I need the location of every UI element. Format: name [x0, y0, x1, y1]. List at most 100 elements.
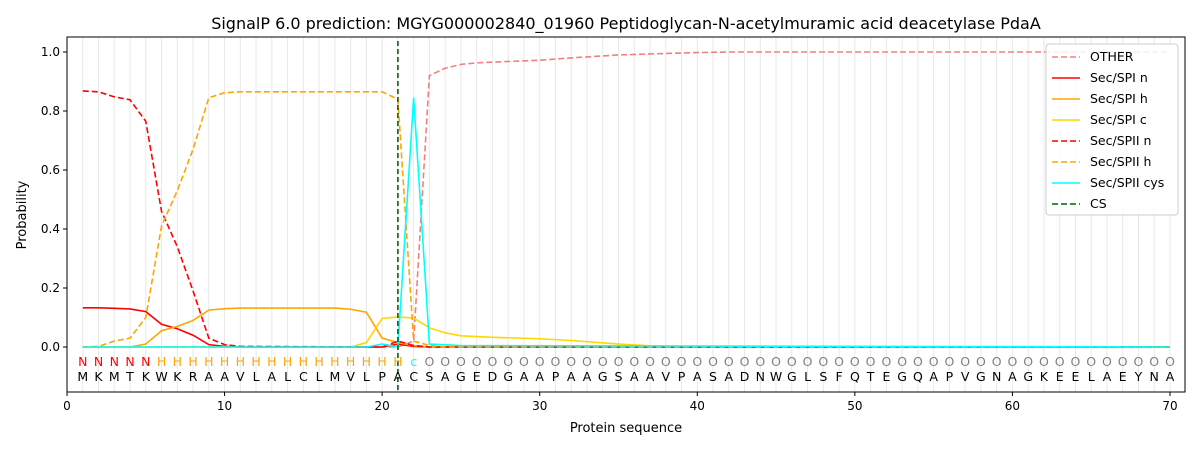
region-label: O — [803, 354, 813, 369]
region-label: O — [598, 354, 608, 369]
region-label: N — [141, 354, 150, 369]
region-label: N — [110, 354, 119, 369]
legend-label: CS — [1090, 196, 1107, 211]
region-label: O — [834, 354, 844, 369]
region-label: O — [944, 354, 954, 369]
region-label: H — [346, 354, 355, 369]
region-label: O — [866, 354, 876, 369]
x-tick-label: 50 — [847, 399, 862, 413]
region-label: c — [410, 354, 417, 369]
series-line-other — [82, 51, 1170, 348]
region-label: O — [472, 354, 482, 369]
x-tick-label: 0 — [63, 399, 71, 413]
region-label: H — [330, 354, 339, 369]
region-label: O — [724, 354, 734, 369]
region-label: O — [976, 354, 986, 369]
region-label: N — [94, 354, 103, 369]
protein-sequence: MKMTKWKRAAVLALCLMVLPACSAGEDGAAPAAGSAAVPA… — [77, 369, 1174, 384]
region-label: H — [299, 354, 308, 369]
region-label: O — [1007, 354, 1017, 369]
region-label: O — [1134, 354, 1144, 369]
region-label: O — [818, 354, 828, 369]
region-label: O — [897, 354, 907, 369]
region-label: O — [551, 354, 561, 369]
y-tick-label: 0.0 — [41, 340, 60, 354]
legend-label: Sec/SPI h — [1090, 91, 1148, 106]
region-label: O — [771, 354, 781, 369]
region-label: O — [456, 354, 466, 369]
region-label: O — [755, 354, 765, 369]
region-label: O — [566, 354, 576, 369]
series-line-sec-spi-c — [82, 316, 1170, 348]
region-label: H — [251, 354, 260, 369]
region-label: O — [1055, 354, 1065, 369]
region-label: O — [960, 354, 970, 369]
x-tick-label: 70 — [1162, 399, 1177, 413]
series-line-sec-spi-h — [82, 307, 1170, 348]
legend: OTHER Sec/SPI n Sec/SPI h Sec/SPI c Sec/SPII… — [1045, 43, 1179, 216]
legend-label: Sec/SPII cys — [1090, 175, 1164, 190]
y-tick-label: 0.4 — [41, 222, 60, 236]
region-label: O — [787, 354, 797, 369]
x-axis-label: Protein sequence — [570, 421, 682, 436]
region-label: O — [535, 354, 545, 369]
region-label: H — [314, 354, 323, 369]
region-label: O — [1149, 354, 1159, 369]
series-line-sec-spii-h — [82, 91, 1170, 348]
region-label: H — [204, 354, 213, 369]
region-label: H — [377, 354, 386, 369]
region-label: H — [157, 354, 166, 369]
legend-label: Sec/SPII n — [1090, 133, 1151, 148]
x-tick-label: 20 — [374, 399, 389, 413]
region-label: O — [629, 354, 639, 369]
y-tick-label: 0.6 — [41, 163, 60, 177]
region-label: O — [661, 354, 671, 369]
x-tick-label: 40 — [690, 399, 705, 413]
x-tick-label: 60 — [1005, 399, 1020, 413]
region-label: O — [740, 354, 750, 369]
region-label: O — [488, 354, 498, 369]
region-label: N — [78, 354, 87, 369]
region-label: O — [582, 354, 592, 369]
x-tick-label: 30 — [532, 399, 547, 413]
series-line-sec-spii-cys — [82, 97, 1170, 348]
region-label: O — [929, 354, 939, 369]
region-label: O — [1102, 354, 1112, 369]
region-label: O — [1086, 354, 1096, 369]
region-label: O — [1118, 354, 1128, 369]
region-label: H — [283, 354, 292, 369]
region-label: O — [1023, 354, 1033, 369]
legend-label: OTHER — [1090, 49, 1134, 64]
chart-title: SignalP 6.0 prediction: MGYG000002840_01… — [211, 14, 1041, 34]
series-line-sec-spi-n — [82, 306, 1170, 348]
y-tick-label: 1.0 — [41, 45, 60, 59]
region-label: O — [1165, 354, 1175, 369]
region-label: O — [424, 354, 434, 369]
region-label: H — [236, 354, 245, 369]
region-label: H — [393, 354, 402, 369]
plot-frame — [66, 36, 1186, 393]
legend-label: Sec/SPI n — [1090, 70, 1148, 85]
region-label: N — [125, 354, 134, 369]
region-label: O — [850, 354, 860, 369]
region-label: H — [267, 354, 276, 369]
y-tick-label: 0.8 — [41, 104, 60, 118]
legend-label: Sec/SPII h — [1090, 154, 1151, 169]
region-label: O — [614, 354, 624, 369]
region-label: H — [188, 354, 197, 369]
series-line-sec-spii-n — [82, 90, 1170, 348]
legend-label: Sec/SPI c — [1090, 112, 1147, 127]
region-label: O — [881, 354, 891, 369]
region-label: H — [220, 354, 229, 369]
legend-box — [1045, 43, 1179, 216]
region-label: O — [692, 354, 702, 369]
region-label: O — [992, 354, 1002, 369]
region-label: O — [677, 354, 687, 369]
region-label: O — [440, 354, 450, 369]
y-tick-label: 0.2 — [41, 281, 60, 295]
region-label: O — [503, 354, 513, 369]
y-axis-label: Probability — [15, 180, 30, 249]
region-label: O — [519, 354, 529, 369]
region-label: O — [1071, 354, 1081, 369]
